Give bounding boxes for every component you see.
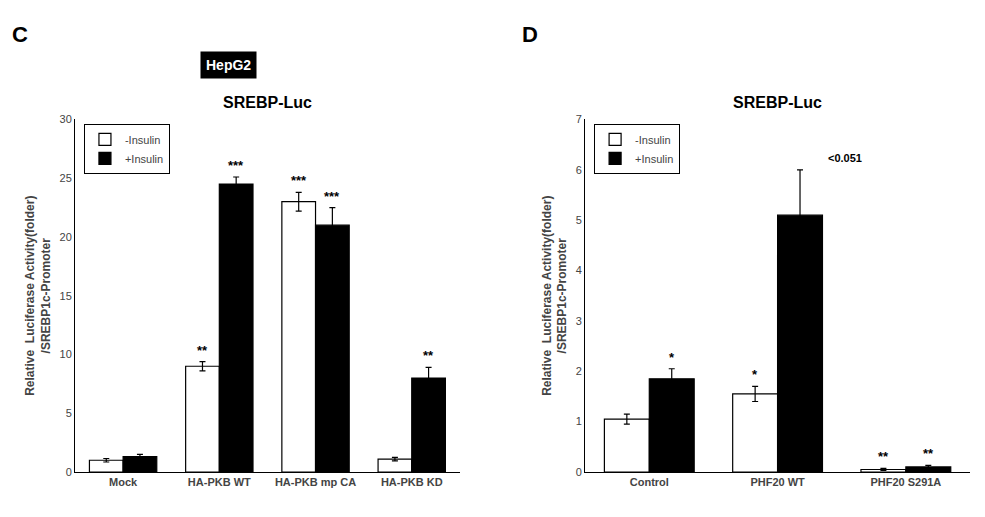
svg-text:Control: Control xyxy=(630,476,669,488)
svg-text:**: ** xyxy=(423,348,434,363)
svg-text:PHF20 WT: PHF20 WT xyxy=(750,476,805,488)
svg-text:6: 6 xyxy=(576,164,582,176)
svg-text:-Insulin: -Insulin xyxy=(635,134,670,146)
svg-text:PHF20 S291A: PHF20 S291A xyxy=(870,476,941,488)
svg-text:20: 20 xyxy=(60,231,72,243)
svg-text:10: 10 xyxy=(60,348,72,360)
svg-text:***: *** xyxy=(228,158,244,173)
svg-text:SREBP-Luc: SREBP-Luc xyxy=(733,94,822,111)
svg-text:1: 1 xyxy=(576,415,582,427)
svg-text:**: ** xyxy=(923,446,934,461)
svg-text:HepG2: HepG2 xyxy=(206,57,251,73)
svg-text:2: 2 xyxy=(576,365,582,377)
svg-text:**: ** xyxy=(878,449,889,464)
svg-text:0: 0 xyxy=(66,466,72,478)
svg-text:<0.051: <0.051 xyxy=(828,152,862,164)
svg-text:7: 7 xyxy=(576,113,582,125)
svg-text:30: 30 xyxy=(60,113,72,125)
svg-text:HA-PKB WT: HA-PKB WT xyxy=(188,476,251,488)
svg-text:**: ** xyxy=(197,343,208,358)
svg-text:15: 15 xyxy=(60,290,72,302)
svg-text:C: C xyxy=(12,22,28,47)
svg-text:Relative Luciferase Activity(: Relative Luciferase Activity(folder)/SRE… xyxy=(23,196,53,396)
svg-text:5: 5 xyxy=(66,407,72,419)
svg-text:HA-PKB KD: HA-PKB KD xyxy=(381,476,443,488)
svg-text:*: * xyxy=(752,367,758,382)
svg-text:-Insulin: -Insulin xyxy=(125,134,160,146)
svg-text:D: D xyxy=(522,22,538,47)
svg-text:***: *** xyxy=(291,173,307,188)
svg-text:Relative Luciferase Activity(: Relative Luciferase Activity(folder)/SRE… xyxy=(540,196,570,396)
svg-text:HA-PKB mp CA: HA-PKB mp CA xyxy=(275,476,356,488)
svg-text:*: * xyxy=(669,350,675,365)
svg-text:25: 25 xyxy=(60,172,72,184)
svg-text:Mock: Mock xyxy=(109,476,138,488)
svg-text:***: *** xyxy=(324,189,340,204)
svg-text:+Insulin: +Insulin xyxy=(125,153,163,165)
svg-text:3: 3 xyxy=(576,315,582,327)
svg-text:+Insulin: +Insulin xyxy=(635,153,673,165)
svg-text:4: 4 xyxy=(576,264,582,276)
svg-text:SREBP-Luc: SREBP-Luc xyxy=(223,94,312,111)
svg-text:0: 0 xyxy=(576,466,582,478)
svg-text:5: 5 xyxy=(576,214,582,226)
